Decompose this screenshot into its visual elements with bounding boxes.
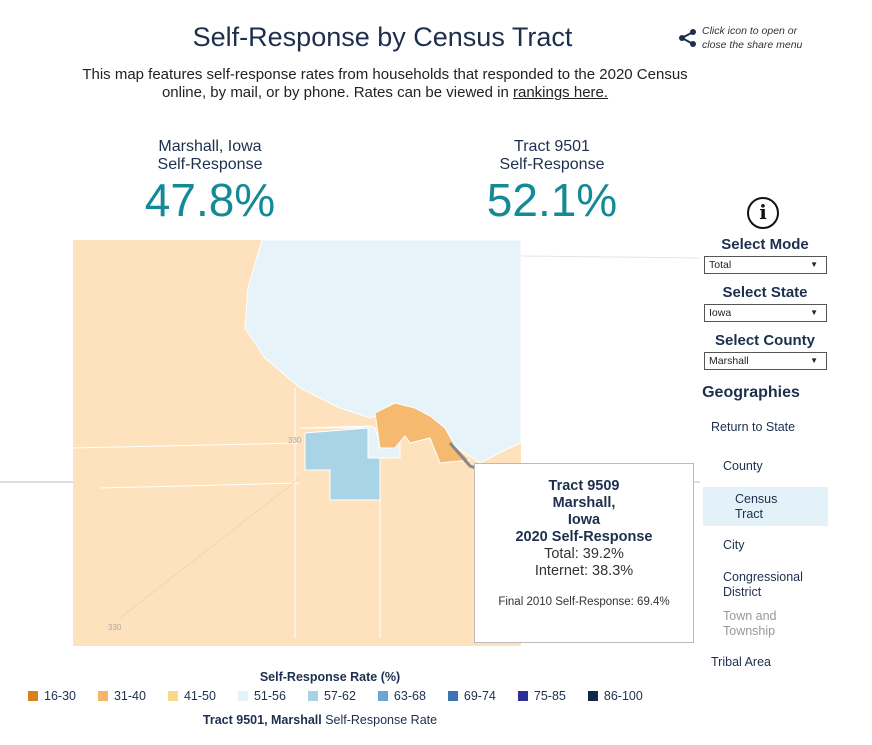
- geo-tribal[interactable]: Tribal Area: [711, 655, 771, 669]
- legend-swatch: [447, 691, 458, 701]
- geo-return-state[interactable]: Return to State: [711, 420, 796, 434]
- description: This map features self-response rates fr…: [82, 66, 688, 101]
- legend-swatch: [377, 691, 388, 701]
- legend-item: 31-40: [97, 689, 146, 703]
- rankings-link[interactable]: rankings here.: [512, 84, 609, 101]
- share-hint: Click icon to open or close the share men…: [702, 25, 803, 51]
- mode-select[interactable]: Total ▼: [704, 256, 827, 274]
- legend-item: 63-68: [377, 689, 426, 703]
- legend-item: 75-85: [517, 689, 566, 703]
- geo-town: Town and Township: [723, 609, 777, 638]
- legend-item: 41-50: [167, 689, 216, 703]
- legend-item: 51-56: [237, 689, 286, 703]
- legend-item: 86-100: [587, 689, 643, 703]
- legend-swatch: [167, 691, 178, 701]
- legend-swatch: [307, 691, 318, 701]
- chevron-down-icon: ▼: [810, 308, 818, 317]
- geo-county[interactable]: County: [723, 459, 763, 473]
- page-title: Self-Response by Census Tract: [192, 22, 573, 52]
- census-tract-map[interactable]: 330 330: [0, 238, 700, 648]
- legend-swatch: [587, 691, 598, 701]
- legend-item: 69-74: [447, 689, 496, 703]
- tract-stat: Tract 9501 Self-Response 52.1%: [486, 138, 618, 226]
- county-label: Select County: [714, 332, 816, 349]
- legend-swatch: [517, 691, 528, 701]
- info-icon[interactable]: i: [747, 197, 779, 229]
- state-label: Select State: [722, 284, 808, 301]
- legend-subtitle: Tract 9501, Marshall Self-Response Rate: [202, 713, 438, 727]
- geo-city[interactable]: City: [723, 538, 745, 552]
- county-stat: Marshall, Iowa Self-Response 47.8%: [144, 138, 276, 226]
- geographies-title: Geographies: [702, 384, 800, 401]
- tract-9509: [374, 402, 472, 464]
- mode-label: Select Mode: [721, 236, 809, 253]
- legend-swatch: [97, 691, 108, 701]
- geo-census-tract[interactable]: Census Tract: [703, 487, 828, 526]
- share-icon[interactable]: [678, 28, 698, 48]
- geo-congressional[interactable]: Congressional District: [723, 570, 803, 599]
- chevron-down-icon: ▼: [810, 260, 818, 269]
- legend: 16-30 31-40 41-50 51-56 57-62 63-68 69-74 75-85…: [28, 689, 665, 703]
- legend-swatch: [28, 691, 38, 701]
- county-select[interactable]: Marshall ▼: [704, 352, 827, 370]
- route-label: 330: [288, 436, 302, 445]
- state-select[interactable]: Iowa ▼: [704, 304, 827, 322]
- chevron-down-icon: ▼: [810, 356, 818, 365]
- legend-swatch: [237, 691, 248, 701]
- legend-title: Self-Response Rate (%): [259, 670, 401, 684]
- legend-item: 16-30: [28, 689, 76, 703]
- tract-tooltip: Tract 9509 Marshall, Iowa 2020 Self-Respons…: [474, 463, 694, 643]
- legend-item: 57-62: [307, 689, 356, 703]
- route-label: 330: [108, 623, 122, 632]
